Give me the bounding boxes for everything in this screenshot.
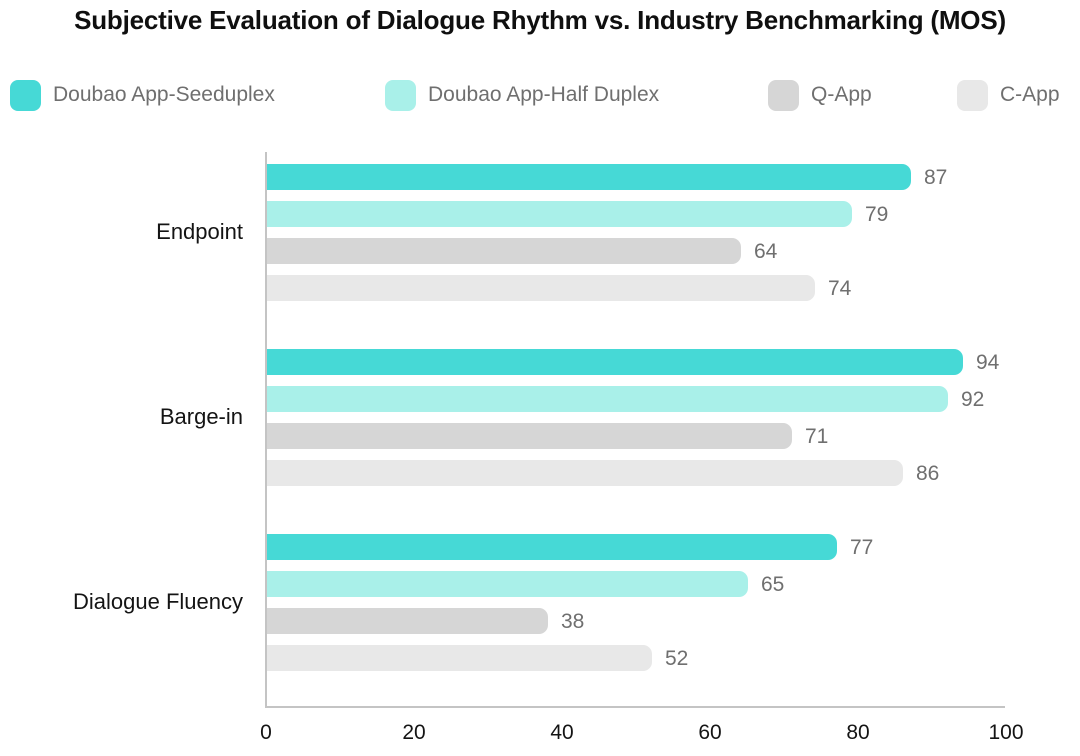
plot-area	[265, 152, 1005, 708]
category-label: Barge-in	[159, 404, 243, 429]
x-axis-tick-label: 60	[698, 721, 722, 744]
bar-doubao-app-half-duplex	[267, 570, 748, 597]
bar-value-label: 87	[924, 165, 948, 189]
bar-value-label: 94	[976, 350, 1000, 374]
bar-value-label: 65	[761, 572, 785, 596]
legend-swatch-doubao-seeduplex	[10, 79, 41, 111]
bar-value-label: 86	[916, 461, 940, 485]
legend-label: Q-App	[811, 83, 872, 106]
bar-value-label: 79	[865, 202, 889, 226]
bar-value-label: 74	[828, 276, 852, 300]
bar-value-label: 38	[561, 609, 585, 633]
bar-doubao-app-seeduplex	[267, 348, 963, 375]
bar-value-label: 71	[805, 424, 829, 448]
category-label: Endpoint	[156, 219, 243, 244]
bar-doubao-app-half-duplex	[267, 200, 852, 227]
x-axis-tick-label: 100	[988, 721, 1024, 744]
legend-item-q-app: Q-App	[768, 79, 872, 111]
x-axis-tick-label: 0	[260, 721, 272, 744]
bar-doubao-app-half-duplex	[267, 385, 948, 412]
bar-doubao-app-seeduplex	[267, 163, 911, 190]
category-label: Dialogue Fluency	[73, 589, 243, 614]
legend-item-doubao-half-duplex: Doubao App-Half Duplex	[385, 79, 659, 111]
bar-c-app	[267, 644, 652, 671]
legend-label: C-App	[1000, 83, 1060, 106]
bar-c-app	[267, 459, 903, 486]
legend-label: Doubao App-Half Duplex	[428, 83, 660, 106]
x-axis-tick-label: 80	[846, 721, 870, 744]
x-axis-tick-label: 40	[550, 721, 574, 744]
legend-swatch-q-app	[768, 79, 799, 111]
legend-item-doubao-seeduplex: Doubao App-Seeduplex	[10, 79, 275, 111]
bar-q-app	[267, 607, 548, 634]
bar-value-label: 64	[754, 239, 778, 263]
bar-value-label: 52	[665, 646, 689, 670]
legend-swatch-c-app	[957, 79, 988, 111]
bar-value-label: 77	[850, 535, 874, 559]
bar-value-label: 92	[961, 387, 985, 411]
chart-title: Subjective Evaluation of Dialogue Rhythm…	[74, 5, 1006, 35]
legend-item-c-app: C-App	[957, 79, 1060, 111]
bar-q-app	[267, 237, 741, 264]
x-axis-tick-label: 20	[402, 721, 426, 744]
legend-label: Doubao App-Seeduplex	[53, 83, 275, 106]
bar-doubao-app-seeduplex	[267, 533, 837, 560]
bar-c-app	[267, 274, 815, 301]
legend-swatch-doubao-half-duplex	[385, 79, 416, 111]
bar-q-app	[267, 422, 792, 449]
